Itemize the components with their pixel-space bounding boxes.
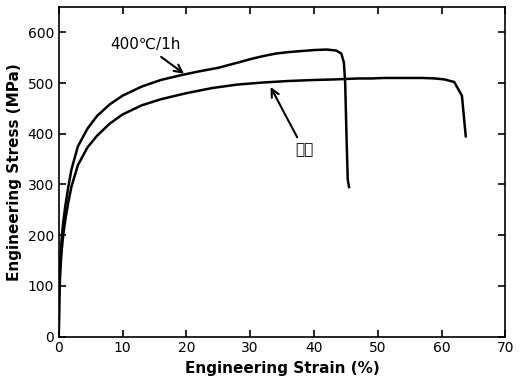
- Text: 400℃/1h: 400℃/1h: [110, 38, 182, 72]
- X-axis label: Engineering Strain (%): Engineering Strain (%): [184, 361, 379, 376]
- Text: 基体: 基体: [271, 89, 313, 157]
- Y-axis label: Engineering Stress (MPa): Engineering Stress (MPa): [7, 63, 22, 281]
